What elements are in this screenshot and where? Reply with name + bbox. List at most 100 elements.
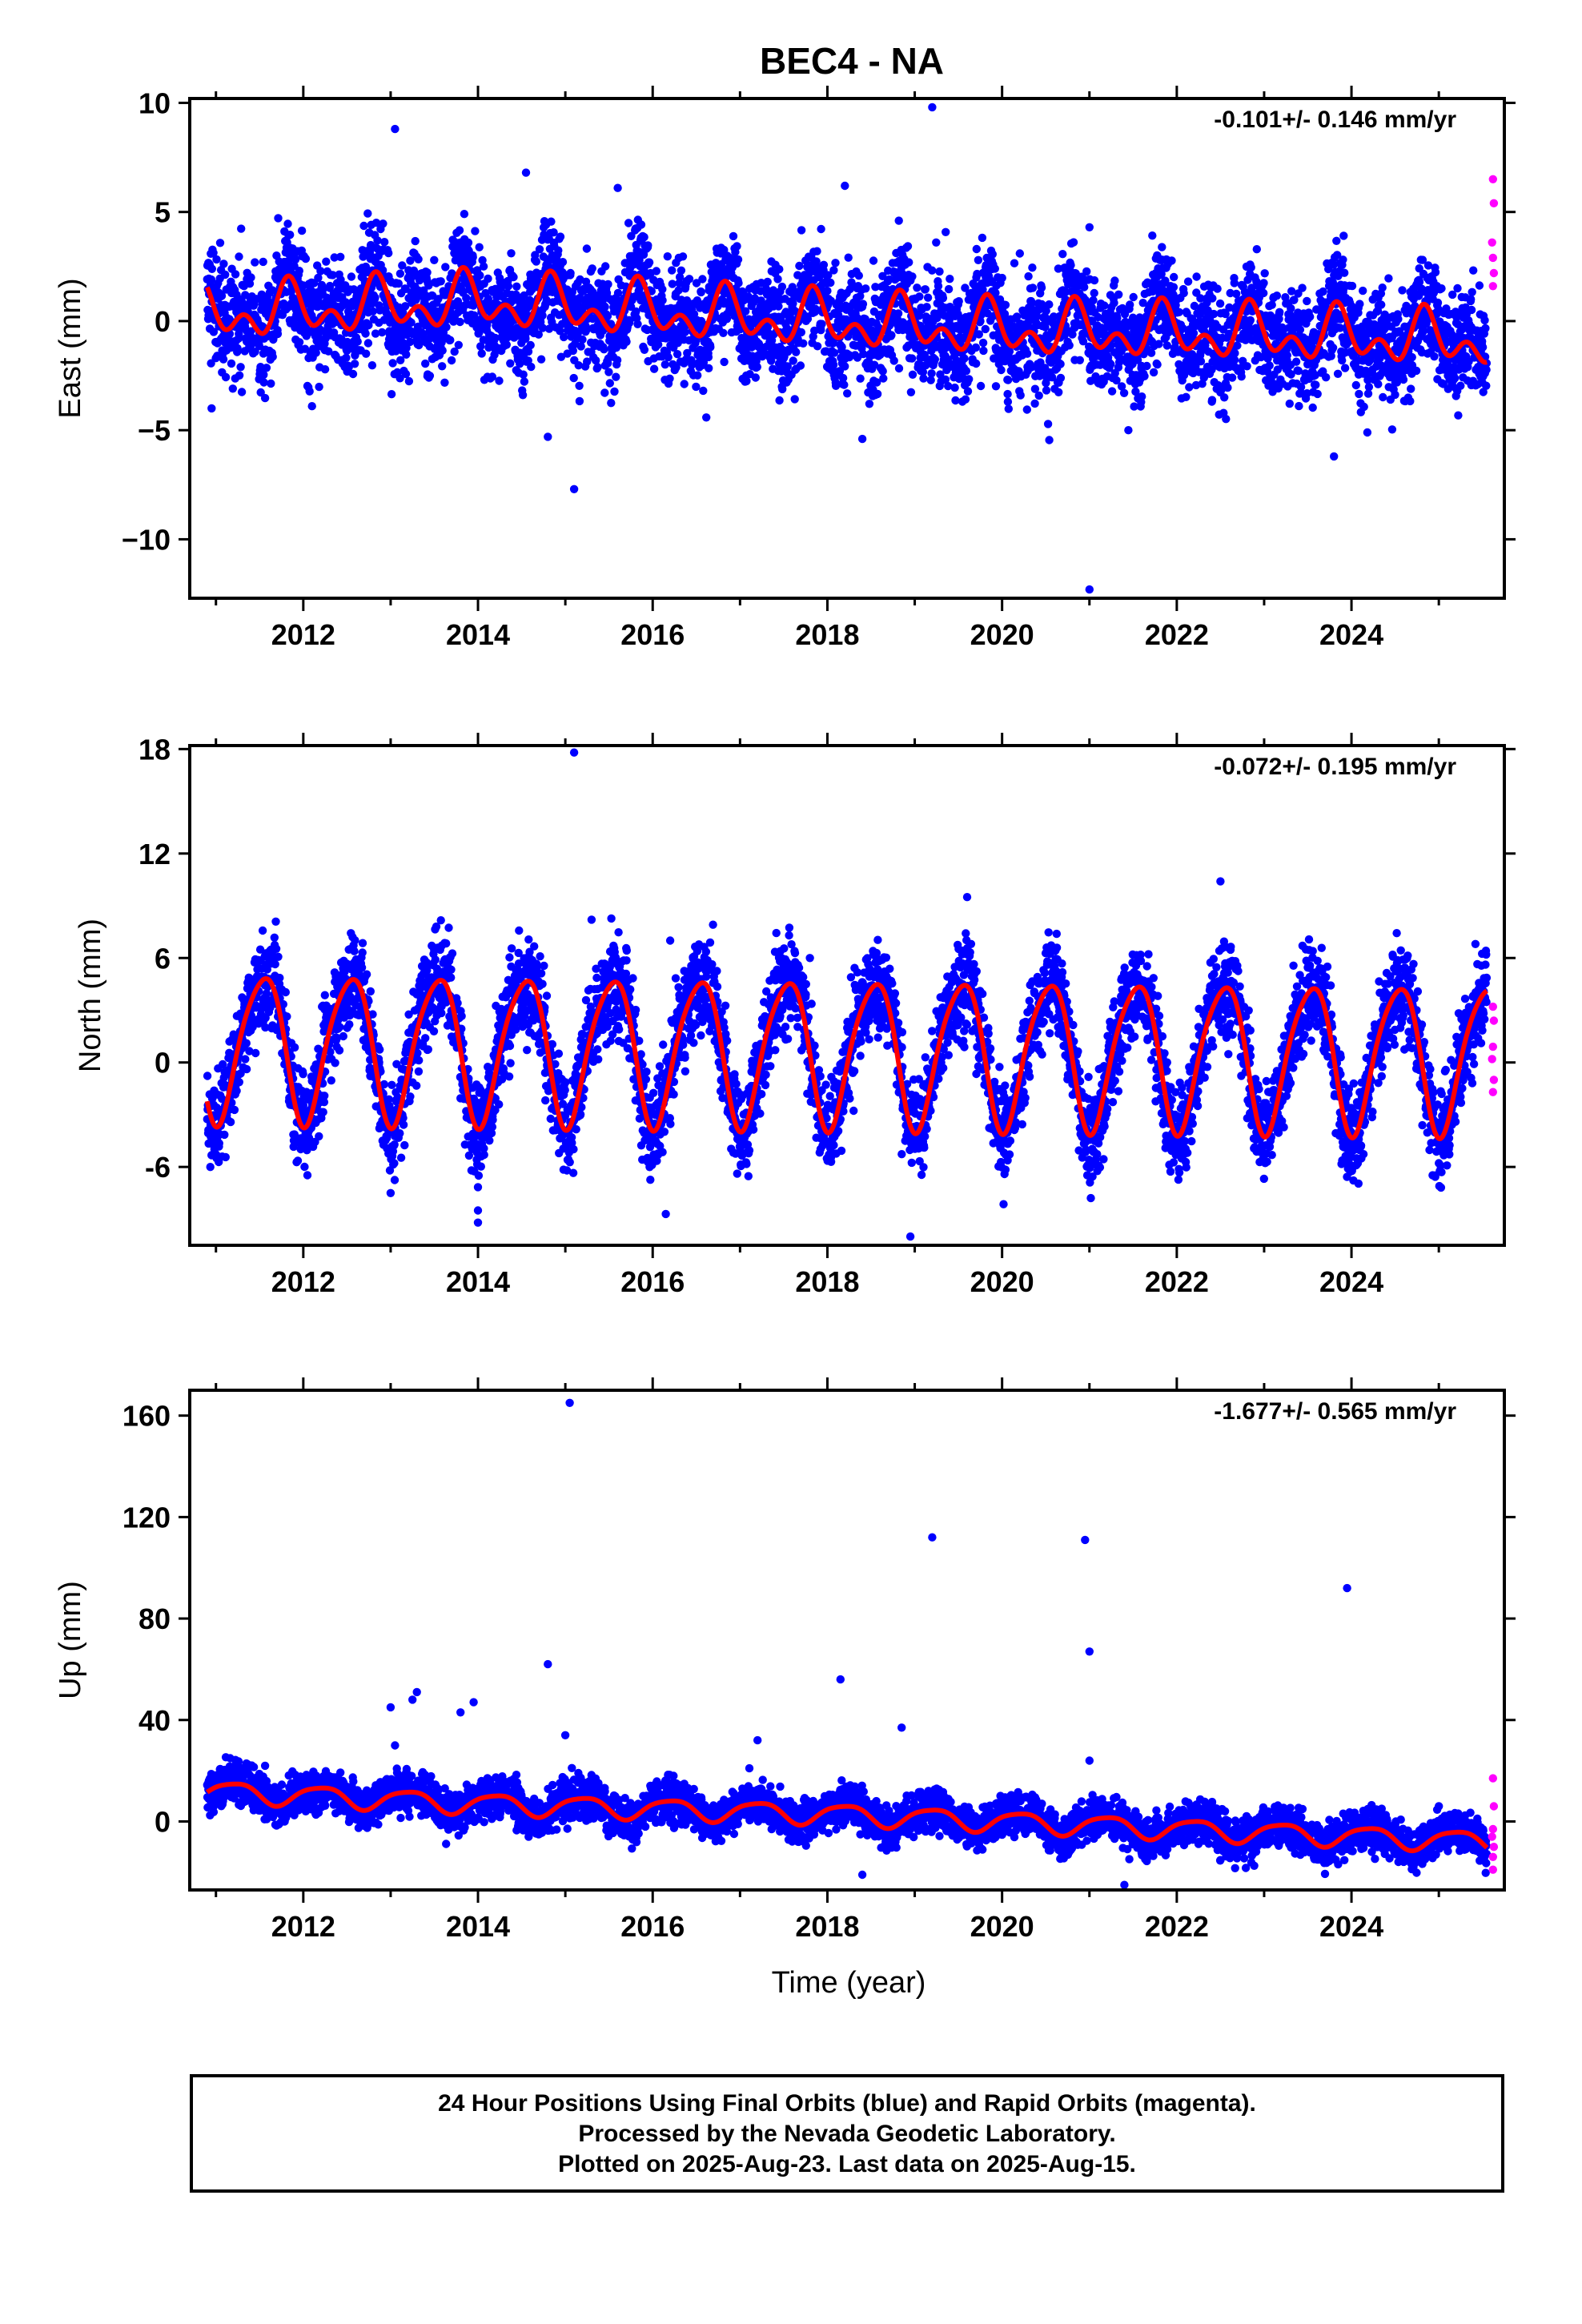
data-point xyxy=(476,342,485,351)
data-point xyxy=(406,256,415,265)
data-point xyxy=(462,294,471,303)
data-point xyxy=(677,266,686,275)
data-point xyxy=(706,343,715,352)
data-point xyxy=(221,372,231,382)
data-point xyxy=(259,257,267,267)
data-point xyxy=(600,345,608,354)
data-point xyxy=(456,317,464,327)
data-point xyxy=(396,269,405,278)
data-point xyxy=(1022,405,1032,414)
data-point xyxy=(796,361,805,370)
data-point xyxy=(524,347,533,356)
data-point xyxy=(233,344,242,352)
data-point xyxy=(328,271,337,279)
data-point xyxy=(927,369,936,378)
data-point xyxy=(412,296,420,304)
data-point xyxy=(215,239,225,247)
data-point xyxy=(640,232,648,242)
data-point xyxy=(371,329,380,338)
data-point xyxy=(295,338,304,347)
data-point xyxy=(799,339,808,348)
data-point xyxy=(644,241,652,250)
final-orbit-points-east xyxy=(203,103,1492,594)
data-point xyxy=(404,376,414,386)
data-point xyxy=(273,329,283,339)
data-point xyxy=(922,303,931,312)
data-point xyxy=(1430,352,1439,361)
data-point xyxy=(1162,341,1172,350)
data-point xyxy=(1313,389,1322,399)
data-point xyxy=(622,337,631,346)
data-point xyxy=(1100,301,1109,310)
data-point xyxy=(1110,276,1119,285)
data-point xyxy=(873,389,882,399)
data-point xyxy=(547,217,556,226)
data-point xyxy=(612,372,620,381)
data-point xyxy=(705,364,713,372)
data-point xyxy=(1340,364,1350,372)
data-point xyxy=(526,340,535,350)
data-point xyxy=(913,283,921,292)
data-point xyxy=(414,255,423,263)
data-point xyxy=(520,291,528,300)
data-point xyxy=(979,346,988,356)
data-point xyxy=(237,388,247,396)
data-point xyxy=(938,294,948,303)
data-point xyxy=(1004,404,1014,413)
data-point xyxy=(773,275,782,283)
data-point xyxy=(364,320,373,330)
data-point xyxy=(1082,267,1091,276)
data-point xyxy=(699,386,708,396)
data-point xyxy=(1377,300,1386,309)
data-point xyxy=(681,328,689,336)
data-point xyxy=(976,381,986,391)
data-point xyxy=(610,387,619,396)
data-point xyxy=(1034,391,1043,400)
data-point xyxy=(856,374,865,383)
data-point xyxy=(478,255,487,265)
data-point xyxy=(396,374,404,383)
data-point xyxy=(797,226,806,235)
data-point xyxy=(915,292,924,301)
data-point xyxy=(535,245,544,254)
data-point xyxy=(1069,238,1078,247)
data-point xyxy=(1022,349,1032,358)
data-point xyxy=(1054,388,1063,396)
data-point xyxy=(235,329,243,339)
data-point xyxy=(858,300,868,308)
data-point xyxy=(367,361,377,370)
data-point xyxy=(1001,300,1010,309)
data-point xyxy=(235,371,244,380)
data-point xyxy=(1453,283,1462,293)
data-point xyxy=(297,226,307,235)
data-point xyxy=(604,368,613,376)
data-point xyxy=(231,270,240,279)
data-point xyxy=(1265,361,1274,370)
data-point xyxy=(930,355,940,364)
data-point xyxy=(1065,341,1074,350)
data-point xyxy=(1287,304,1295,313)
data-point xyxy=(1406,396,1415,406)
data-point xyxy=(311,348,320,357)
data-point xyxy=(373,236,382,245)
data-point xyxy=(789,356,797,365)
data-point xyxy=(387,390,396,399)
data-point xyxy=(1138,392,1146,401)
data-point xyxy=(504,282,513,291)
data-point xyxy=(380,238,389,247)
data-point xyxy=(536,355,546,364)
data-point xyxy=(1247,263,1255,272)
data-point xyxy=(719,328,728,337)
data-point xyxy=(531,251,540,259)
data-point xyxy=(502,340,511,349)
data-point xyxy=(512,282,521,291)
data-point xyxy=(704,352,713,362)
data-point xyxy=(260,393,270,403)
data-point xyxy=(1379,392,1387,402)
data-point xyxy=(734,279,743,287)
data-point xyxy=(823,287,832,296)
data-point xyxy=(729,231,738,241)
data-point xyxy=(259,370,268,380)
data-point xyxy=(1223,383,1232,392)
data-point xyxy=(813,342,822,351)
